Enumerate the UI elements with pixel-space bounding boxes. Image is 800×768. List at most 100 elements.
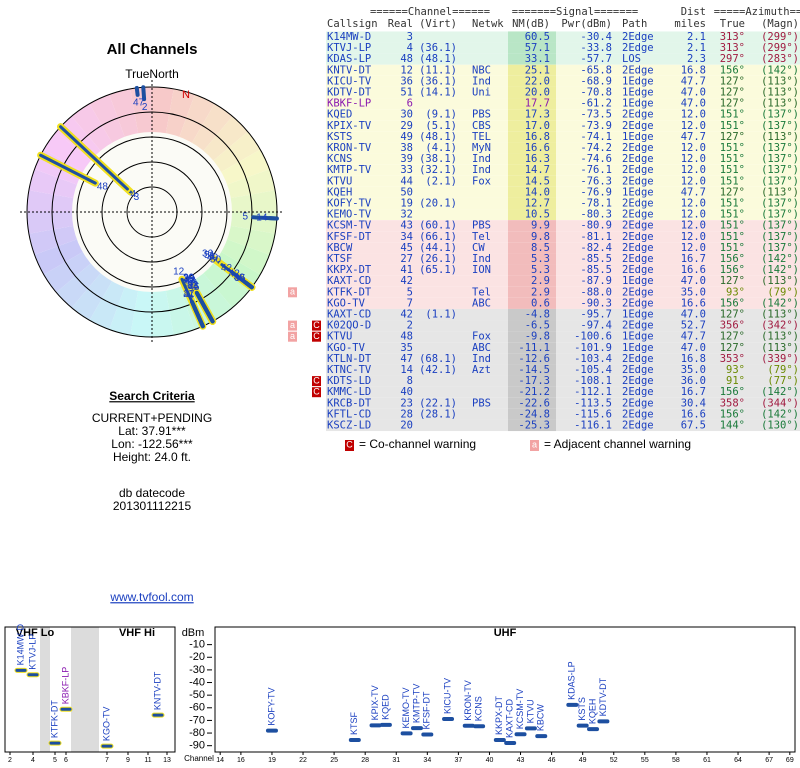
- station-channel: 38: [183, 273, 195, 284]
- legend-box: [345, 440, 354, 451]
- table-cell: 151°: [720, 142, 745, 154]
- nm-cell-background: [508, 253, 556, 265]
- table-cell: (142°): [761, 297, 799, 309]
- table-cell: -82.4: [580, 242, 612, 254]
- criteria-title: Search Criteria: [109, 389, 195, 403]
- table-cell: 127°: [720, 75, 745, 87]
- table-cell: 16.3: [525, 153, 550, 165]
- table-cell: 47: [400, 353, 413, 365]
- signal-callsign: KFSF-DT: [422, 691, 432, 729]
- table-cell: 156°: [720, 297, 745, 309]
- table-cell: KOFY-TV: [327, 198, 372, 210]
- table-cell: -112.1: [574, 386, 612, 398]
- table-cell: 33.1: [525, 53, 550, 65]
- signal-callsign: KCNS: [473, 696, 483, 721]
- station-bar: [141, 85, 147, 102]
- table-cell: -80.3: [580, 209, 612, 221]
- station-channel: 12: [173, 267, 185, 278]
- table-cell: (60.1): [419, 220, 457, 232]
- table-cell: 35.0: [681, 364, 706, 376]
- table-cell: 1Edge: [622, 275, 654, 287]
- table-cell: (36.1): [419, 42, 457, 54]
- table-cell: 313°: [720, 31, 745, 43]
- table-cell: 93°: [726, 364, 745, 376]
- nm-cell-background: [508, 331, 556, 343]
- nm-cell-background: [508, 220, 556, 232]
- table-cell: 16.7: [681, 386, 706, 398]
- nm-cell-background: [508, 42, 556, 54]
- station-channel: 7: [188, 295, 194, 306]
- table-cell: (66.1): [419, 231, 457, 243]
- x-axis-label: Channel: [184, 754, 214, 763]
- table-cell: KAXT-CD: [327, 309, 371, 321]
- table-cell: (4.1): [425, 142, 457, 154]
- signal-mark: [462, 723, 475, 728]
- table-cell: 144°: [720, 420, 745, 432]
- table-cell: 151°: [720, 231, 745, 243]
- nm-cell-background: [508, 86, 556, 99]
- group-header: =====Azimuth==: [714, 6, 800, 18]
- table-cell: 33: [400, 164, 413, 176]
- table-cell: PBS: [472, 397, 491, 409]
- band-label: UHF: [494, 627, 517, 639]
- table-cell: 16.6: [681, 264, 706, 276]
- table-cell: 127°: [720, 131, 745, 143]
- station-channel: 27: [183, 289, 195, 300]
- station-bar: [244, 281, 254, 290]
- table-cell: KDAS-LP: [327, 53, 371, 65]
- table-cell: 91°: [726, 375, 745, 387]
- y-tick-label: -70: [189, 714, 205, 726]
- site-link[interactable]: www.tvfool.com: [109, 590, 193, 604]
- row-background: [326, 375, 800, 387]
- table-cell: CW: [472, 242, 485, 254]
- signal-mark: [473, 724, 486, 729]
- table-cell: (137°): [761, 220, 799, 232]
- table-cell: (5.1): [425, 120, 457, 132]
- table-cell: -14.5: [518, 364, 550, 376]
- signal-callsign: KQEH: [587, 699, 597, 725]
- table-cell: ABC: [472, 342, 491, 354]
- table-cell: 2Edge: [622, 420, 654, 432]
- row-background: [326, 64, 800, 76]
- table-cell: KNTV-DT: [327, 64, 372, 76]
- table-cell: (36.1): [419, 75, 457, 87]
- table-cell: 358°: [720, 397, 745, 409]
- table-cell: -113.5: [574, 397, 612, 409]
- table-cell: -73.9: [580, 120, 612, 132]
- table-cell: 7: [407, 297, 413, 309]
- signal-mark: [587, 727, 600, 732]
- nm-cell-background: [508, 175, 556, 187]
- legend-flag: a: [532, 439, 537, 449]
- legend-text: = Adjacent channel warning: [544, 437, 691, 451]
- table-cell: -97.4: [580, 320, 612, 332]
- table-cell: (142°): [761, 264, 799, 276]
- table-cell: 2Edge: [622, 231, 654, 243]
- table-cell: CBS: [472, 120, 491, 132]
- row-background: [326, 31, 800, 43]
- table-cell: 2: [407, 320, 413, 332]
- warning-flag-box: [312, 320, 321, 331]
- nm-cell-background: [508, 297, 556, 309]
- signal-callsign: KTVU: [525, 699, 535, 723]
- table-cell: (68.1): [419, 353, 457, 365]
- table-cell: (20.1): [419, 198, 457, 210]
- table-cell: (137°): [761, 164, 799, 176]
- row-background: [326, 153, 800, 165]
- table-cell: Uni: [472, 87, 491, 99]
- table-cell: 2Edge: [622, 397, 654, 409]
- column-header: True: [720, 18, 745, 30]
- table-cell: (137°): [761, 209, 799, 221]
- table-cell: Tel: [472, 231, 491, 243]
- table-cell: -65.8: [580, 64, 612, 76]
- table-cell: 127°: [720, 87, 745, 99]
- table-cell: 2Edge: [622, 64, 654, 76]
- table-cell: 41: [400, 264, 413, 276]
- table-cell: (65.1): [419, 264, 457, 276]
- signal-mark: [14, 667, 28, 673]
- y-tick-label: -90: [189, 740, 205, 752]
- table-cell: 127°: [720, 186, 745, 198]
- table-cell: ABC: [472, 297, 491, 309]
- table-cell: 30.4: [681, 397, 706, 409]
- table-cell: -73.5: [580, 109, 612, 121]
- table-cell: (28.1): [419, 408, 457, 420]
